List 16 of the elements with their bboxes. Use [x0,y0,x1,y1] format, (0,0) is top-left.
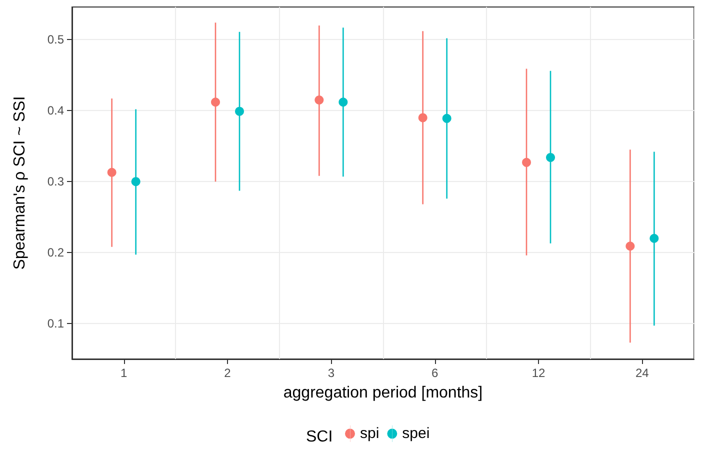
y-axis-title: Spearman's ρ SCI ~ SSI [12,96,28,270]
x-axis-title: aggregation period [months] [283,384,483,402]
x-tick-label: 24 [635,366,650,380]
x-tick-label: 3 [328,366,335,380]
x-tick-label: 1 [120,366,128,380]
y-tick-label: 0.3 [47,174,64,189]
x-tick-label: 12 [532,366,546,380]
y-tick-label: 0.2 [47,246,64,260]
y-tick-label: 0.4 [47,104,64,118]
x-tick-label: 6 [431,366,438,380]
legend-label: spi [360,425,380,442]
y-tick-label: 0.5 [47,32,64,47]
x-tick-label: 2 [224,366,232,380]
legend-title: SCI [306,428,333,446]
legend-label: spei [402,425,430,442]
y-tick-label: 0.1 [47,316,64,331]
